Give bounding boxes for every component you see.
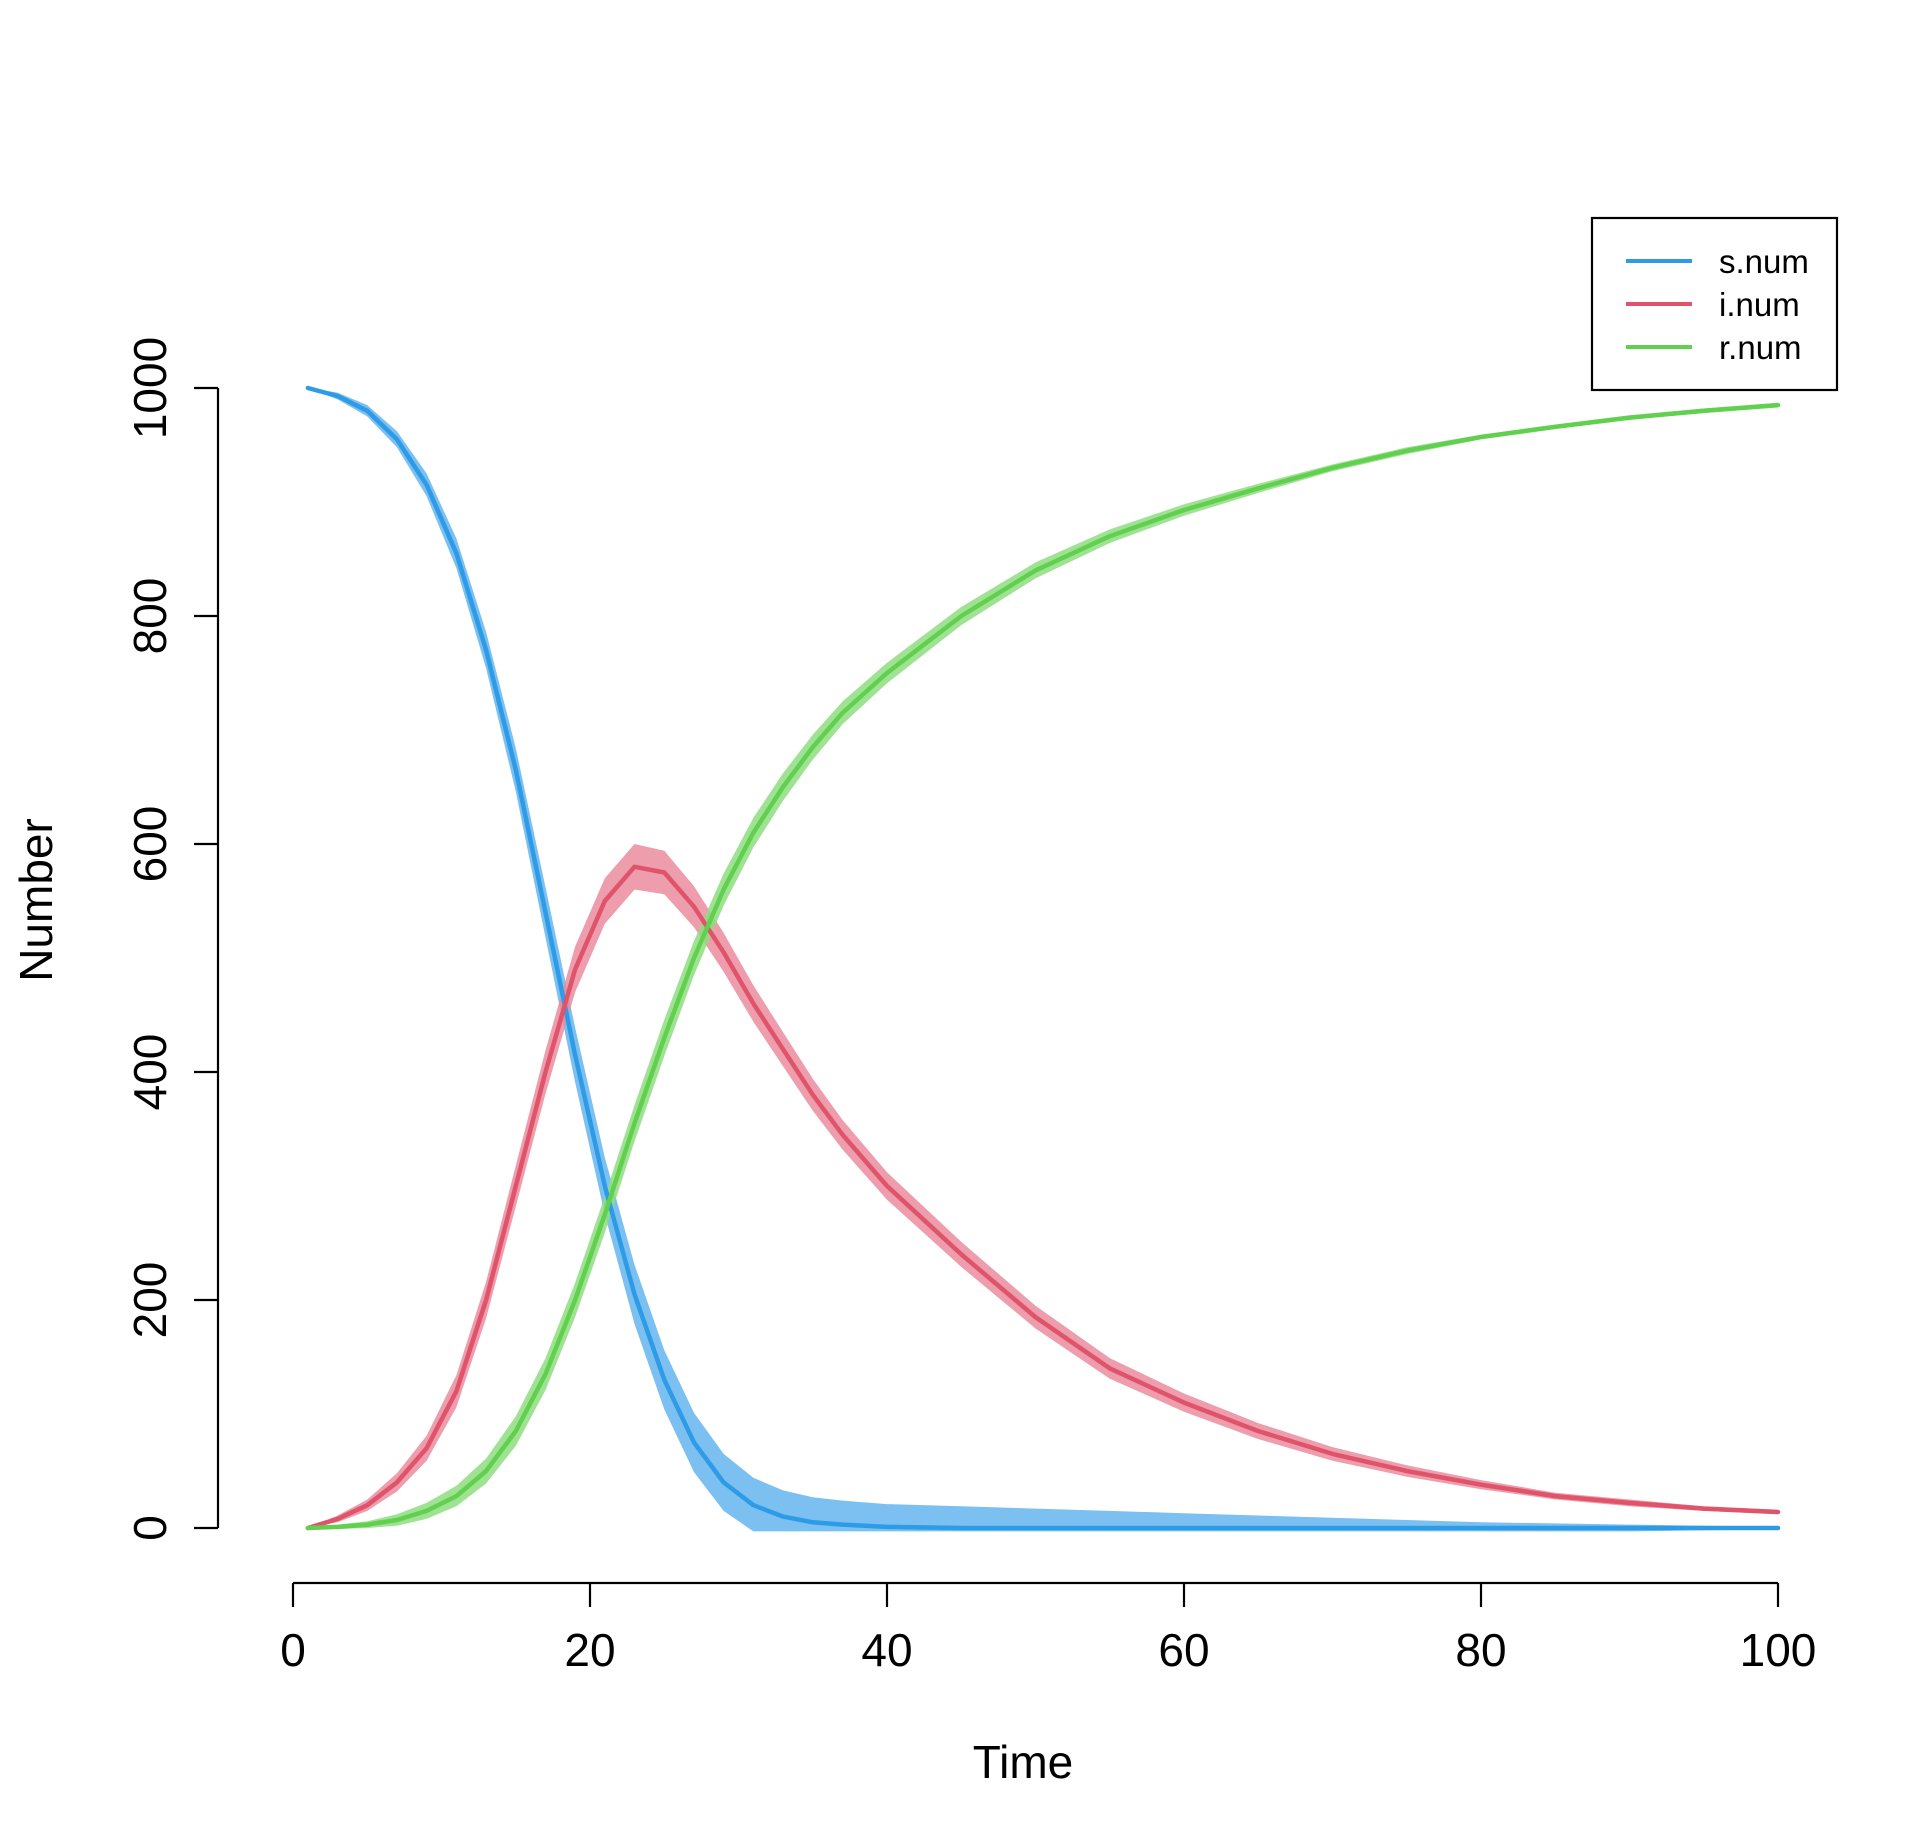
line-i-num	[305, 864, 1781, 1531]
legend-label-i-num: i.num	[1719, 286, 1800, 323]
x-tick-label: 60	[1158, 1624, 1209, 1676]
y-tick-label: 0	[124, 1515, 176, 1541]
x-tick-label: 80	[1455, 1624, 1506, 1676]
y-tick-label: 200	[124, 1262, 176, 1339]
y-tick-label: 1000	[124, 337, 176, 439]
band-i-num	[307, 844, 1778, 1528]
legend-label-r-num: r.num	[1719, 329, 1802, 366]
line-s-num	[305, 385, 1781, 1531]
band-r-num	[307, 402, 1778, 1530]
line-r-num	[305, 402, 1781, 1531]
x-tick-label: 20	[564, 1624, 615, 1676]
y-tick-label: 600	[124, 806, 176, 883]
x-axis: 0 20 40 60 80 100	[280, 1581, 1817, 1676]
x-tick-label: 40	[861, 1624, 912, 1676]
x-axis-title: Time	[973, 1736, 1074, 1788]
x-tick-label: 0	[280, 1624, 306, 1676]
y-tick-label: 400	[124, 1034, 176, 1111]
y-axis: 0 200 400 600 800 1000	[124, 337, 220, 1541]
y-tick-label: 800	[124, 578, 176, 655]
y-axis-title: Number	[10, 818, 62, 982]
confidence-bands	[307, 388, 1778, 1532]
legend-label-s-num: s.num	[1719, 243, 1809, 280]
legend: s.num i.num r.num	[1590, 216, 1839, 392]
x-tick-label: 100	[1740, 1624, 1817, 1676]
series-lines	[305, 385, 1781, 1531]
